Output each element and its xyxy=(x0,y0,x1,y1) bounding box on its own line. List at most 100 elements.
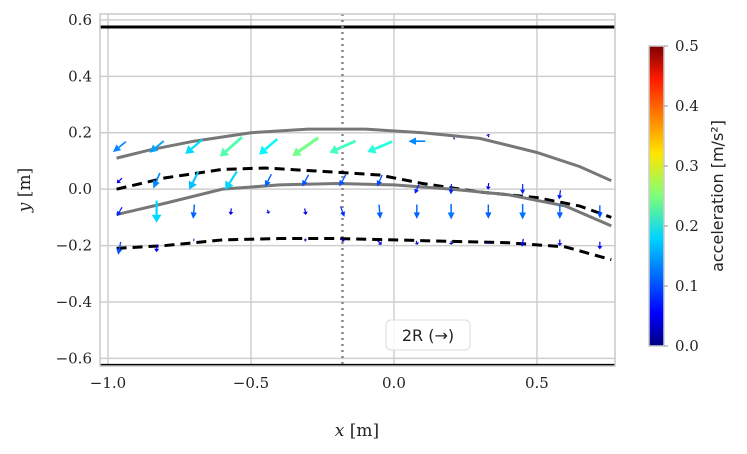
acceleration-arrow xyxy=(219,135,243,157)
arrow-head xyxy=(154,248,160,253)
acceleration-arrow xyxy=(225,171,238,190)
arrow-head xyxy=(228,211,234,215)
arrow-shaft xyxy=(264,138,279,151)
arrow-head xyxy=(193,237,195,243)
x-tick-label: 0.5 xyxy=(525,374,549,392)
acceleration-arrow xyxy=(414,184,420,194)
y-tick-label: −0.4 xyxy=(56,293,92,311)
arrow-head xyxy=(292,147,302,156)
arrow-shaft xyxy=(415,240,418,244)
acceleration-arrow xyxy=(185,138,203,154)
arrow-head xyxy=(520,242,526,247)
arrow-shaft xyxy=(155,172,161,182)
arrow-shaft xyxy=(336,139,357,151)
acceleration-arrow xyxy=(452,136,456,141)
arrow-head xyxy=(413,212,420,219)
acceleration-arrow xyxy=(448,240,454,245)
arrow-shaft xyxy=(191,171,200,184)
x-tick-label: 0.0 xyxy=(382,374,406,392)
arrow-shaft xyxy=(228,171,238,184)
colorbar xyxy=(648,45,665,347)
arrow-head xyxy=(149,144,159,153)
acceleration-arrow xyxy=(557,239,563,246)
arrow-head xyxy=(556,212,563,219)
arrow-shaft xyxy=(304,208,306,213)
acceleration-arrow xyxy=(367,140,393,154)
arrow-head xyxy=(596,212,603,219)
annotation-text: 2R (→) xyxy=(402,326,454,345)
arrow-shaft xyxy=(118,140,127,149)
y-tick-label: 0.2 xyxy=(68,124,92,142)
acceleration-arrow xyxy=(485,133,491,138)
acceleration-arrow xyxy=(376,204,383,219)
arrow-head xyxy=(302,179,308,187)
acceleration-arrow xyxy=(557,190,563,200)
tick-labels: −1.0 −0.5 0.0 0.5 0.6 0.4 0.2 0.0 −0.2 −0.4 −0.6 xyxy=(56,11,549,392)
dashed-curve xyxy=(116,237,612,262)
acceleration-arrow xyxy=(413,204,420,219)
arrow-head xyxy=(265,211,271,214)
arrow-head xyxy=(367,144,377,154)
y-tick-label: 0.6 xyxy=(68,11,92,29)
annotation-box: 2R (→) xyxy=(385,319,471,351)
arrow-head xyxy=(519,212,527,220)
arrow-head xyxy=(225,180,234,190)
y-axis-label: y [m] xyxy=(15,168,35,213)
acceleration-arrow xyxy=(556,204,563,219)
arrow-head xyxy=(485,133,491,136)
arrow-shaft xyxy=(521,238,524,244)
acceleration-arrow xyxy=(447,203,455,220)
arrow-head xyxy=(485,242,491,245)
arrow-head xyxy=(112,144,122,153)
acceleration-arrow xyxy=(340,237,345,243)
acceleration-arrow xyxy=(485,183,491,190)
solid-curve xyxy=(116,127,612,183)
acceleration-arrow xyxy=(112,140,127,153)
arrow-head xyxy=(116,248,123,255)
arrow-head xyxy=(378,241,382,245)
arrow-shaft xyxy=(341,174,347,182)
acceleration-arrow xyxy=(485,241,491,245)
acceleration-arrow xyxy=(116,241,123,255)
acceleration-arrow xyxy=(304,237,307,243)
colorbar-tick-label: 0.1 xyxy=(675,277,699,295)
y-tick-label: −0.6 xyxy=(56,349,92,367)
acceleration-arrow xyxy=(149,140,165,153)
acceleration-arrow xyxy=(302,174,310,187)
colorbar-tick-label: 0.5 xyxy=(675,37,699,55)
arrow-shaft xyxy=(118,241,122,250)
arrow-shaft xyxy=(118,206,123,213)
arrow-head xyxy=(557,243,563,246)
colorbar-tick-label: 0.2 xyxy=(675,217,699,235)
acceleration-arrow xyxy=(339,174,347,187)
arrow-head xyxy=(597,245,603,250)
arrow-head xyxy=(151,214,162,223)
arrow-shaft xyxy=(297,136,320,153)
arrow-shaft xyxy=(266,209,269,213)
arrow-shaft xyxy=(224,135,243,153)
arrow-shaft xyxy=(559,190,562,196)
arrow-shaft xyxy=(304,174,310,182)
acceleration-arrow xyxy=(414,240,420,245)
arrow-head xyxy=(447,212,455,220)
acceleration-arrow xyxy=(485,204,492,219)
solid-curve xyxy=(116,182,612,228)
arrow-head xyxy=(485,186,491,190)
axes-frame xyxy=(99,13,616,367)
arrow-head xyxy=(329,144,339,154)
acceleration-arrow xyxy=(520,238,526,247)
acceleration-arrow xyxy=(116,177,123,184)
acceleration-arrow xyxy=(339,206,346,217)
acceleration-arrow xyxy=(116,206,123,217)
colorbar-ticks: 0.0 0.1 0.2 0.3 0.4 0.5 xyxy=(664,37,699,355)
acceleration-arrow xyxy=(151,200,162,223)
arrow-shaft xyxy=(155,140,165,149)
colorbar-tick-label: 0.4 xyxy=(675,97,699,115)
arrow-head xyxy=(190,212,197,219)
arrow-shaft xyxy=(118,177,123,182)
colorbar-label: acceleration [m/s²] xyxy=(708,120,727,272)
arrow-head xyxy=(305,237,307,243)
acceleration-arrow xyxy=(188,171,200,190)
arrow-head xyxy=(302,211,308,215)
